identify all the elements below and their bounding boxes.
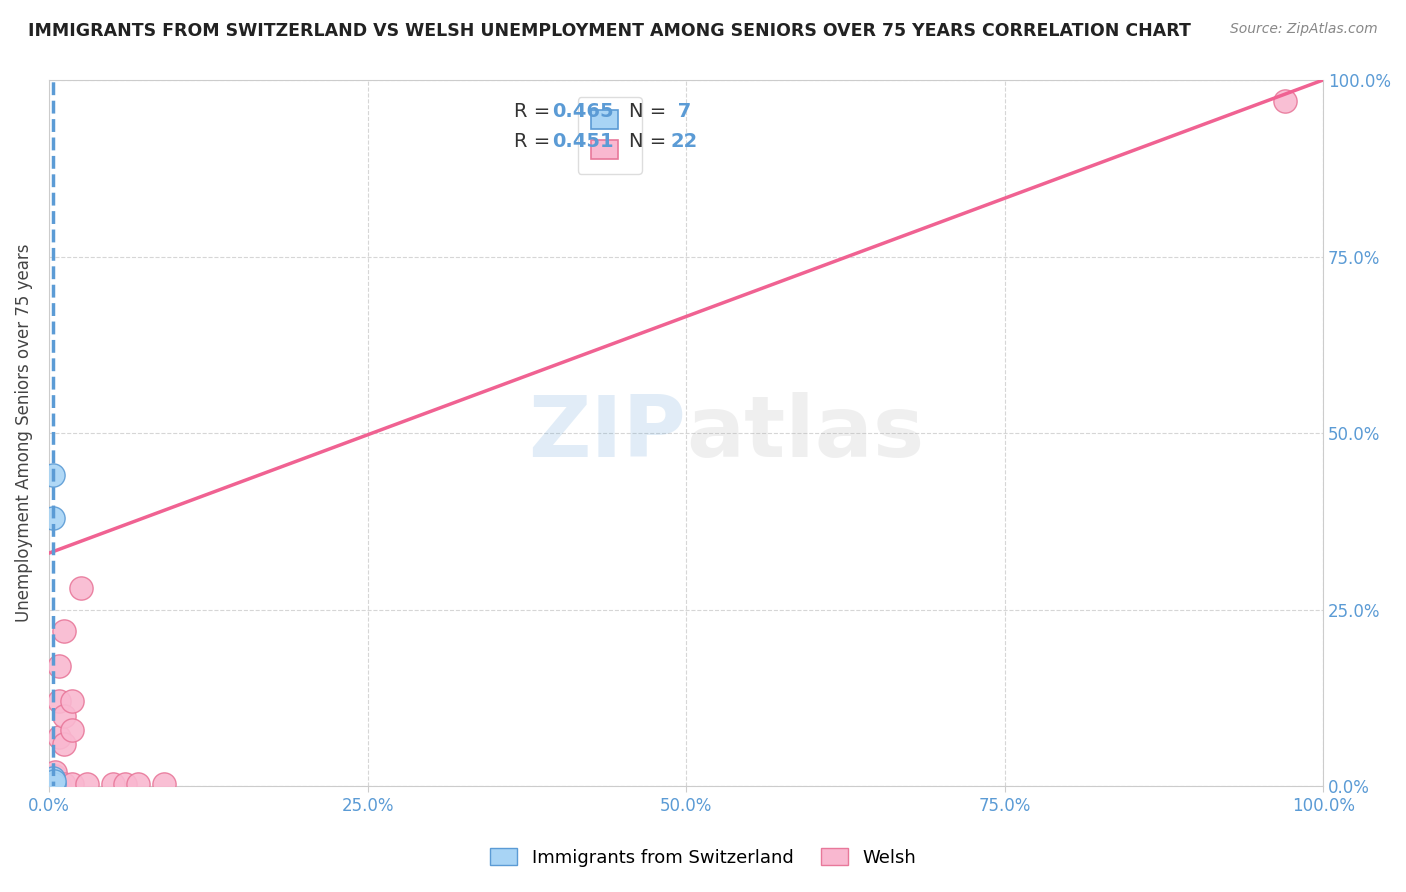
- Point: [42, 510, 65, 524]
- Point: [48, 694, 70, 708]
- Point: [44, 777, 66, 791]
- Point: [48, 730, 70, 744]
- Point: [60, 694, 83, 708]
- Y-axis label: Unemployment Among Seniors over 75 years: Unemployment Among Seniors over 75 years: [15, 244, 32, 623]
- Point: [42, 774, 65, 789]
- Point: [42, 777, 65, 791]
- Point: [60, 777, 83, 791]
- Point: [69, 582, 91, 596]
- Point: [60, 723, 83, 737]
- Legend: , : ,: [578, 96, 641, 174]
- Text: IMMIGRANTS FROM SWITZERLAND VS WELSH UNEMPLOYMENT AMONG SENIORS OVER 75 YEARS CO: IMMIGRANTS FROM SWITZERLAND VS WELSH UNE…: [28, 22, 1191, 40]
- Point: [101, 777, 124, 791]
- Point: [114, 777, 136, 791]
- Point: [127, 777, 149, 791]
- Text: 0.465: 0.465: [553, 103, 614, 121]
- Text: N =: N =: [628, 103, 672, 121]
- Point: [42, 468, 65, 483]
- Text: R =: R =: [515, 132, 557, 151]
- Point: [42, 774, 65, 789]
- Text: N =: N =: [628, 132, 672, 151]
- Point: [53, 708, 76, 723]
- Point: [48, 659, 70, 673]
- Point: [53, 777, 76, 791]
- Point: [1274, 94, 1296, 108]
- Text: 0.451: 0.451: [553, 132, 614, 151]
- Text: 22: 22: [671, 132, 697, 151]
- Point: [44, 768, 66, 782]
- Point: [48, 777, 70, 791]
- Text: R =: R =: [515, 103, 557, 121]
- Text: atlas: atlas: [686, 392, 924, 475]
- Point: [152, 777, 174, 791]
- Text: Source: ZipAtlas.com: Source: ZipAtlas.com: [1230, 22, 1378, 37]
- Point: [44, 772, 66, 786]
- Point: [53, 624, 76, 638]
- Text: 7: 7: [671, 103, 690, 121]
- Point: [76, 777, 98, 791]
- Point: [44, 764, 66, 779]
- Point: [42, 777, 65, 791]
- Legend: Immigrants from Switzerland, Welsh: Immigrants from Switzerland, Welsh: [482, 841, 924, 874]
- Point: [53, 737, 76, 751]
- Text: ZIP: ZIP: [529, 392, 686, 475]
- Point: [42, 771, 65, 785]
